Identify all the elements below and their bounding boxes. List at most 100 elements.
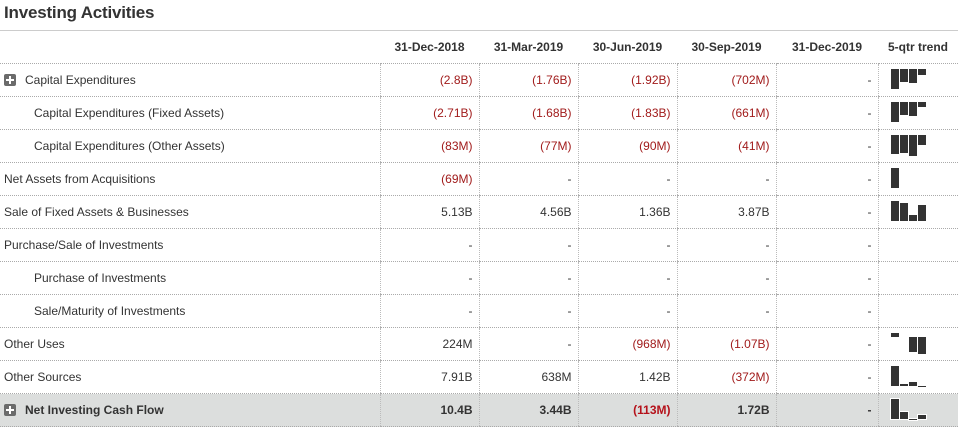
sparkline-bar-chart: [890, 135, 958, 157]
value-cell: -: [676, 162, 776, 196]
column-header: 31-Dec-2019: [776, 31, 878, 64]
value-cell: -: [775, 327, 878, 361]
sparkline-bar: [908, 102, 917, 116]
sparkline-bar-chart: [890, 69, 958, 91]
value-cell: -: [577, 261, 677, 295]
value-cell: (968M): [577, 327, 677, 361]
row-label: Sale/Maturity of Investments: [0, 294, 380, 328]
table-row: Capital Expenditures (Other Assets) (83M)…: [0, 129, 958, 163]
row-label: Purchase/Sale of Investments: [0, 228, 380, 262]
sparkline-bar: [908, 215, 917, 221]
value-cell: (69M): [379, 162, 479, 196]
value-cell: (1.92B): [577, 63, 677, 97]
value-cell: 3.44B: [478, 393, 578, 427]
row-label-text: Sale/Maturity of Investments: [34, 304, 186, 318]
row-label: Net Assets from Acquisitions: [0, 162, 380, 196]
row-label[interactable]: Capital Expenditures: [0, 63, 380, 97]
trend-cell: [877, 129, 958, 163]
value-cell: (41M): [676, 129, 776, 163]
value-cell: -: [775, 261, 878, 295]
sparkline-bar: [890, 333, 899, 337]
row-label[interactable]: Net Investing Cash Flow: [0, 393, 380, 427]
sparkline-bar: [917, 205, 926, 221]
table-row: Capital Expenditures (2.8B) (1.76B) (1.92B)…: [0, 63, 958, 97]
row-label: Purchase of Investments: [0, 261, 380, 295]
value-cell: 5.13B: [379, 195, 479, 229]
sparkline-bar: [899, 135, 908, 153]
value-cell: (113M): [577, 393, 677, 427]
sparkline-bar: [890, 201, 899, 221]
expand-plus-icon[interactable]: [4, 403, 16, 416]
trend-cell: [877, 162, 958, 196]
value-cell: -: [478, 294, 578, 328]
sparkline-bar: [908, 382, 917, 386]
value-cell: 10.4B: [379, 393, 479, 427]
header-row: 31-Dec-2018 31-Mar-2019 30-Jun-2019 30-S…: [0, 31, 958, 64]
value-cell: -: [577, 228, 677, 262]
trend-cell: [877, 195, 958, 229]
sparkline-bar-chart: [890, 333, 958, 355]
sparkline-bar: [899, 102, 908, 115]
sparkline-bar: [917, 135, 926, 145]
value-cell: (1.07B): [676, 327, 776, 361]
row-label-text: Capital Expenditures (Fixed Assets): [34, 106, 225, 120]
column-header: 31-Mar-2019: [479, 31, 578, 64]
divider: [0, 30, 958, 31]
sparkline-bar: [908, 337, 917, 352]
table-row: Other Uses 224M - (968M) (1.07B) -: [0, 327, 958, 361]
value-cell: -: [379, 261, 479, 295]
value-cell: -: [775, 129, 878, 163]
sparkline-bar-chart: [890, 366, 958, 388]
sparkline-bar: [908, 69, 917, 83]
value-cell: 1.72B: [676, 393, 776, 427]
table-row: Purchase/Sale of Investments - - - - -: [0, 228, 958, 262]
sparkline-bar: [890, 69, 899, 89]
value-cell: 3.87B: [676, 195, 776, 229]
row-label-text: Other Sources: [4, 370, 82, 384]
sparkline-bar: [890, 102, 899, 122]
sparkline-bar-chart: [890, 201, 958, 223]
investing-activities-table: 31-Dec-2018 31-Mar-2019 30-Jun-2019 30-S…: [0, 31, 958, 427]
value-cell: (90M): [577, 129, 677, 163]
table-row: Sale of Fixed Assets & Businesses 5.13B 4.…: [0, 195, 958, 229]
sparkline-bar: [898, 411, 909, 420]
value-cell: 638M: [478, 360, 578, 394]
row-label-text: Purchase/Sale of Investments: [4, 238, 164, 252]
label-column-header: [0, 31, 380, 64]
trend-cell: [877, 294, 958, 328]
value-cell: (2.71B): [379, 96, 479, 130]
sparkline-bar: [917, 102, 926, 107]
sparkline-bar: [899, 203, 908, 221]
sparkline-bar: [899, 69, 908, 82]
sparkline-bar: [917, 69, 926, 75]
value-cell: (1.76B): [478, 63, 578, 97]
value-cell: -: [577, 294, 677, 328]
value-cell: (702M): [676, 63, 776, 97]
expand-plus-icon[interactable]: [4, 73, 16, 86]
value-cell: 7.91B: [379, 360, 479, 394]
trend-cell: [877, 393, 958, 427]
row-label-text: Sale of Fixed Assets & Businesses: [4, 205, 189, 219]
sparkline-bar-chart: [890, 102, 958, 124]
sparkline-bar: [907, 418, 918, 421]
sparkline-bar: [899, 384, 908, 386]
value-cell: (661M): [676, 96, 776, 130]
value-cell: -: [775, 294, 878, 328]
row-label: Other Uses: [0, 327, 380, 361]
sparkline-bar: [889, 398, 900, 420]
value-cell: -: [478, 162, 578, 196]
row-label: Capital Expenditures (Other Assets): [0, 129, 380, 163]
value-cell: -: [379, 228, 479, 262]
value-cell: -: [676, 294, 776, 328]
trend-column-header: 5-qtr trend: [878, 31, 958, 64]
value-cell: (1.83B): [577, 96, 677, 130]
value-cell: (2.8B): [379, 63, 479, 97]
sparkline-bar-chart: [889, 398, 958, 421]
value-cell: -: [775, 393, 878, 427]
sparkline-bar: [908, 135, 917, 156]
sparkline-bar: [916, 414, 927, 420]
trend-cell: [877, 261, 958, 295]
row-label-text: Capital Expenditures (Other Assets): [34, 139, 225, 153]
value-cell: -: [478, 327, 578, 361]
column-header: 30-Sep-2019: [677, 31, 776, 64]
